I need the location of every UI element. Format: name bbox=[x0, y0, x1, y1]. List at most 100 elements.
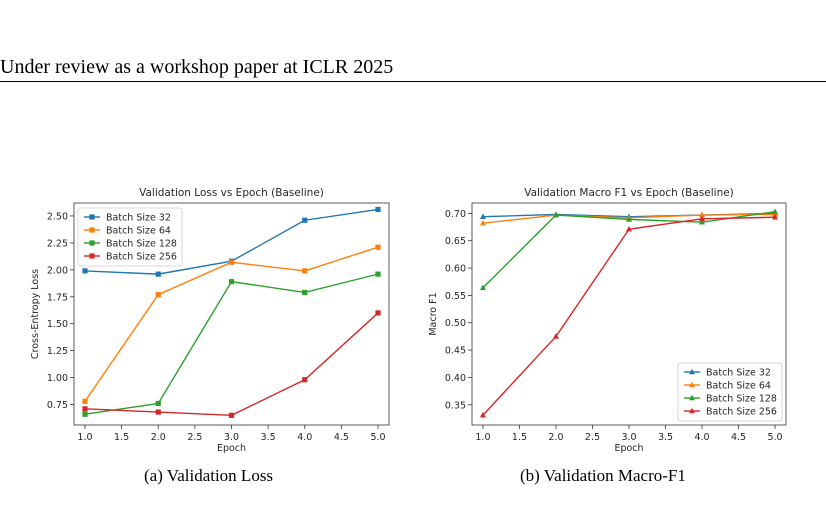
y-tick-label: 0.35 bbox=[445, 400, 466, 411]
series-3 bbox=[479, 213, 779, 418]
data-point bbox=[302, 377, 308, 383]
y-axis-label: Macro F1 bbox=[428, 292, 439, 335]
legend-label: Batch Size 64 bbox=[706, 380, 771, 391]
chart-title: Validation Loss vs Epoch (Baseline) bbox=[139, 187, 324, 199]
y-tick-label: 0.65 bbox=[445, 236, 466, 247]
x-tick-label: 4.5 bbox=[731, 432, 746, 443]
legend-label: Batch Size 128 bbox=[106, 238, 177, 249]
legend-label: Batch Size 32 bbox=[106, 212, 171, 223]
data-point bbox=[375, 206, 381, 213]
x-axis-label: Epoch bbox=[217, 443, 246, 454]
legend-label: Batch Size 32 bbox=[706, 367, 771, 378]
data-point bbox=[772, 208, 779, 215]
y-tick-label: 0.75 bbox=[47, 400, 68, 411]
x-tick-label: 5.0 bbox=[370, 432, 385, 443]
series-line bbox=[84, 273, 379, 415]
x-tick-label: 1.0 bbox=[77, 432, 92, 443]
series-line bbox=[482, 211, 776, 289]
y-tick-label: 0.55 bbox=[445, 291, 466, 302]
data-point bbox=[699, 218, 706, 225]
data-point bbox=[155, 400, 161, 407]
caption-a: (a) Validation Loss bbox=[144, 466, 274, 485]
data-point bbox=[479, 284, 486, 291]
data-point bbox=[699, 215, 706, 222]
chart-0: Validation Loss vs Epoch (Baseline) 1.0 1.… bbox=[30, 187, 390, 454]
legend-label: Batch Size 256 bbox=[106, 251, 177, 262]
series-2 bbox=[479, 208, 779, 291]
x-tick-label: 5.0 bbox=[767, 432, 782, 443]
x-tick-label: 2.0 bbox=[548, 432, 563, 443]
x-tick-label: 2.0 bbox=[151, 432, 166, 443]
y-tick-label: 0.70 bbox=[445, 209, 466, 220]
data-point bbox=[228, 259, 235, 265]
data-point bbox=[772, 213, 779, 220]
legend-box bbox=[77, 207, 183, 267]
data-point bbox=[626, 216, 632, 222]
series-line bbox=[84, 246, 379, 402]
data-point bbox=[375, 271, 381, 277]
data-point bbox=[626, 225, 632, 232]
legend-label: Batch Size 128 bbox=[706, 393, 777, 404]
x-tick-label: 2.5 bbox=[187, 432, 202, 443]
data-point bbox=[228, 412, 235, 418]
legend-marker bbox=[689, 407, 695, 414]
legend-marker bbox=[89, 227, 95, 233]
data-point bbox=[552, 211, 559, 218]
x-tick-label: 3.0 bbox=[224, 432, 239, 443]
data-point bbox=[82, 406, 88, 412]
data-point bbox=[552, 333, 559, 339]
y-tick-label: 2.00 bbox=[47, 265, 68, 276]
y-tick-label: 0.60 bbox=[445, 264, 466, 275]
x-tick-label: 4.0 bbox=[297, 432, 312, 443]
data-point bbox=[302, 268, 308, 274]
caption-b: (b) Validation Macro-F1 bbox=[520, 466, 686, 485]
series-line bbox=[84, 312, 379, 417]
series-2 bbox=[82, 271, 381, 417]
y-tick-label: 1.50 bbox=[47, 319, 68, 330]
chart-1: Validation Macro F1 vs Epoch (Baseline) 1… bbox=[428, 187, 787, 454]
data-point bbox=[479, 219, 486, 226]
legend: Batch Size 32 Batch Size 64 Batch Size 128… bbox=[677, 362, 783, 422]
data-point bbox=[375, 310, 381, 316]
data-point bbox=[82, 411, 88, 417]
legend-marker bbox=[89, 214, 95, 220]
x-tick-label: 3.0 bbox=[621, 432, 636, 443]
x-tick-label: 1.5 bbox=[512, 432, 527, 443]
x-tick-label: 1.0 bbox=[475, 432, 490, 443]
legend-label: Batch Size 256 bbox=[706, 406, 777, 417]
x-tick-label: 2.5 bbox=[585, 432, 600, 443]
data-point bbox=[375, 244, 381, 250]
legend-box bbox=[677, 362, 783, 422]
y-tick-label: 2.25 bbox=[47, 238, 68, 249]
data-point bbox=[302, 289, 308, 296]
y-tick-label: 1.25 bbox=[47, 346, 68, 357]
y-tick-label: 1.00 bbox=[47, 373, 68, 384]
chart-title: Validation Macro F1 vs Epoch (Baseline) bbox=[524, 187, 734, 199]
y-tick-label: 0.50 bbox=[445, 318, 466, 329]
y-tick-label: 1.75 bbox=[47, 292, 68, 303]
y-tick-label: 0.45 bbox=[445, 346, 466, 357]
legend-marker bbox=[689, 368, 695, 375]
data-point bbox=[228, 279, 235, 285]
legend-marker bbox=[689, 394, 695, 401]
data-point bbox=[302, 217, 308, 223]
y-tick-label: 2.50 bbox=[47, 211, 68, 222]
data-point bbox=[479, 213, 486, 219]
x-tick-label: 3.5 bbox=[658, 432, 673, 443]
legend-marker bbox=[89, 253, 95, 259]
series-1 bbox=[82, 244, 381, 404]
legend: Batch Size 32 Batch Size 64 Batch Size 128… bbox=[77, 207, 183, 267]
legend-label: Batch Size 64 bbox=[106, 225, 171, 236]
legend-marker bbox=[689, 381, 695, 388]
data-point bbox=[82, 268, 88, 274]
series-3 bbox=[82, 310, 381, 418]
x-tick-label: 4.0 bbox=[694, 432, 709, 443]
y-tick-label: 0.40 bbox=[445, 373, 466, 384]
x-tick-label: 4.5 bbox=[334, 432, 349, 443]
data-point bbox=[155, 271, 161, 277]
header-rule bbox=[0, 81, 826, 82]
data-point bbox=[479, 411, 486, 418]
data-point bbox=[82, 398, 88, 404]
y-axis-label: Cross-Entropy Loss bbox=[30, 269, 41, 359]
